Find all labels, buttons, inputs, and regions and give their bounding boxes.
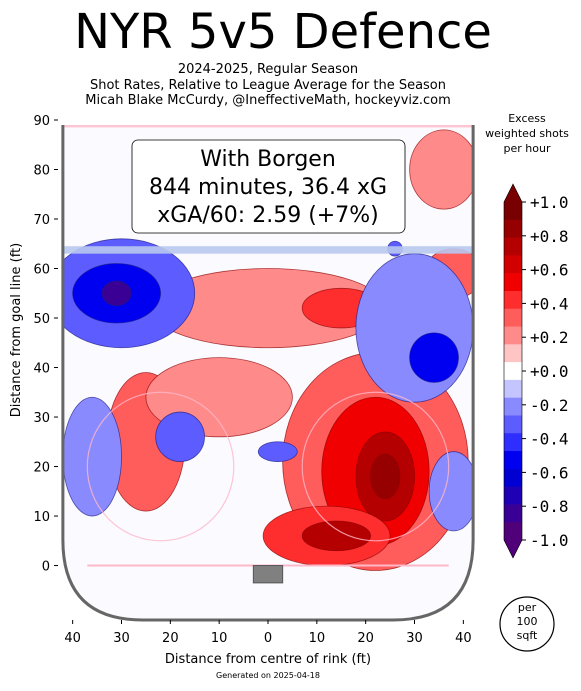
y-tick-label: 70 <box>33 213 50 228</box>
scale-badge: per 100 sqft <box>499 596 555 652</box>
colorbar-band <box>504 433 522 452</box>
info-box-xga: xGA/60: 2.59 (+7%) <box>157 203 378 228</box>
x-tick-label: 40 <box>64 631 81 646</box>
heat-region <box>355 253 474 403</box>
faceoff-circle <box>301 391 450 542</box>
colorbar-tick-label: -0.8 <box>530 497 569 516</box>
colorbar-band <box>504 504 522 523</box>
colorbar-band <box>504 397 522 416</box>
colorbar-bottom-arrow <box>504 540 522 558</box>
colorbar-tick-label: +0.0 <box>530 362 569 381</box>
plot-area <box>61 124 475 622</box>
colorbar-tick-label: -0.6 <box>530 463 569 482</box>
colorbar-band <box>504 522 522 541</box>
red-line <box>62 124 474 128</box>
x-tick-label: 20 <box>162 631 179 646</box>
colorbar-band <box>504 362 522 381</box>
generated-date: Generated on 2025-04-18 <box>216 671 320 680</box>
scale-badge-per: per <box>518 601 537 614</box>
x-tick-label: 20 <box>357 631 374 646</box>
subtitle-description: Shot Rates, Relative to League Average f… <box>89 77 447 93</box>
y-tick-label: 20 <box>33 461 50 476</box>
info-box: With Borgen 844 minutes, 36.4 xG xGA/60:… <box>131 139 406 234</box>
y-tick-label: 80 <box>33 164 50 179</box>
subtitle-author: Micah Blake McCurdy, @IneffectiveMath, h… <box>85 93 451 108</box>
y-tick-label: 60 <box>33 263 50 278</box>
y-tick-label: 90 <box>33 114 50 129</box>
heat-region <box>155 411 205 462</box>
heat-region <box>257 441 298 462</box>
colorbar-tick-label: -0.4 <box>530 430 569 449</box>
heat-region <box>409 332 459 383</box>
chart-title: NYR 5v5 Defence <box>74 4 492 60</box>
colorbar-tick-label: +1.0 <box>530 193 569 212</box>
y-tick-label: 30 <box>33 411 50 426</box>
x-tick-label: 10 <box>309 631 326 646</box>
colorbar-tick-label: +0.8 <box>530 227 569 246</box>
info-box-minutes: 844 minutes, 36.4 xG <box>149 175 387 200</box>
colorbar-tick-label: +0.6 <box>530 261 569 280</box>
heat-region <box>101 280 132 307</box>
heatmap-layer <box>62 129 474 571</box>
x-tick-label: 10 <box>211 631 228 646</box>
colorbar-tick-label: +0.4 <box>530 294 569 313</box>
subtitle-season: 2024-2025, Regular Season <box>177 62 359 77</box>
x-axis-label: Distance from centre of rink (ft) <box>165 652 371 667</box>
chart-subtitle: 2024-2025, Regular Season Shot Rates, Re… <box>0 62 536 109</box>
axes: 40 30 20 10 0 10 20 30 40 0 10 20 30 40 50 60 70 80 90 Dist… <box>9 114 472 667</box>
y-tick-label: 40 <box>33 362 50 377</box>
heat-region <box>409 129 474 210</box>
y-axis-label: Distance from goal line (ft) <box>9 243 24 417</box>
colorbar-band <box>504 379 522 399</box>
heat-region <box>62 396 122 517</box>
colorbar-tick-label: -1.0 <box>530 531 569 550</box>
goal-net <box>252 565 284 584</box>
info-box-player: With Borgen <box>200 147 336 172</box>
colorbar-tick-label: +0.2 <box>530 328 569 347</box>
colorbar-band <box>504 326 522 345</box>
y-tick-label: 0 <box>42 560 50 575</box>
y-tick-label: 10 <box>33 510 50 525</box>
x-tick-label: 30 <box>113 631 130 646</box>
colorbar-band <box>504 255 522 274</box>
y-tick-label: 50 <box>33 312 50 327</box>
colorbar-band <box>504 451 522 470</box>
colorbar-band <box>504 415 522 434</box>
colorbar: Excess weighted shots per hour +1.0 +0.8 +… <box>485 112 569 559</box>
colorbar-title-line3: per hour <box>504 142 551 155</box>
colorbar-band <box>504 290 522 310</box>
x-tick-label: 0 <box>264 631 272 646</box>
colorbar-band <box>504 202 522 221</box>
blue-line <box>62 246 474 254</box>
x-tick-label: 30 <box>406 631 423 646</box>
colorbar-top-arrow <box>504 184 522 202</box>
heat-region <box>428 451 474 532</box>
colorbar-title-line2: weighted shots <box>485 127 569 140</box>
colorbar-band <box>504 344 522 363</box>
colorbar-band <box>504 237 522 256</box>
colorbar-tick-label: -0.2 <box>530 396 569 415</box>
colorbar-band <box>504 468 522 488</box>
colorbar-band <box>504 219 522 239</box>
info-box-frame <box>131 139 406 234</box>
x-tick-label: 40 <box>455 631 472 646</box>
colorbar-title-line1: Excess <box>508 112 546 125</box>
faceoff-circle <box>86 391 235 542</box>
heat-region <box>301 520 371 552</box>
scale-badge-100: 100 <box>517 615 538 628</box>
colorbar-band <box>504 486 522 505</box>
colorbar-band <box>504 308 522 328</box>
scale-badge-sqft: sqft <box>517 629 538 642</box>
colorbar-band <box>504 273 522 292</box>
scale-badge-circle <box>499 596 555 652</box>
heat-region <box>370 453 401 500</box>
